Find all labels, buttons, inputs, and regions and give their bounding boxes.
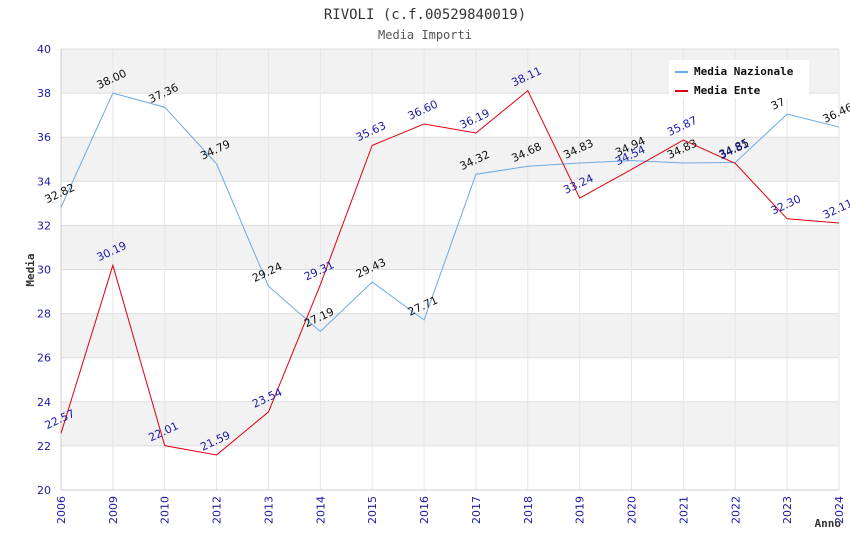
y-axis-ticks: 20 22 24 26 28 30 32 34 36 38 40 <box>37 43 51 497</box>
x-tick-label: 2012 <box>211 496 224 524</box>
legend-label-nazionale: Media Nazionale <box>694 65 794 78</box>
gridlines <box>60 48 840 491</box>
x-tick-label: 2017 <box>470 496 483 524</box>
grid-band <box>61 445 839 490</box>
y-tick-label: 36 <box>37 131 51 144</box>
chart-subtitle: Media Importi <box>378 28 472 42</box>
x-tick-label: 2016 <box>418 496 431 524</box>
grid-band <box>61 401 839 446</box>
x-tick-label: 2022 <box>729 496 742 524</box>
background-bands <box>61 49 839 490</box>
x-tick-label: 2023 <box>781 496 794 524</box>
y-tick-label: 30 <box>37 264 51 277</box>
legend: Media Nazionale Media Ente <box>669 60 809 98</box>
x-tick-label: 2014 <box>314 496 327 524</box>
y-tick-label: 32 <box>37 219 51 232</box>
x-tick-label: 2010 <box>159 496 172 524</box>
y-tick-label: 22 <box>37 440 51 453</box>
grid-band <box>61 181 839 226</box>
grid-band <box>61 93 839 138</box>
data-label-nazionale: 37 <box>769 95 787 113</box>
x-tick-label: 2020 <box>626 496 639 524</box>
chart-title: RIVOLI (c.f.00529840019) <box>324 7 526 23</box>
y-tick-label: 20 <box>37 484 51 497</box>
x-tick-label: 2013 <box>262 496 275 524</box>
legend-box <box>669 60 809 98</box>
y-tick-label: 34 <box>37 175 51 188</box>
y-tick-label: 40 <box>37 43 51 56</box>
y-tick-label: 26 <box>37 352 51 365</box>
x-tick-label: 2009 <box>107 496 120 524</box>
x-tick-label: 2015 <box>366 496 379 524</box>
y-tick-label: 28 <box>37 308 51 321</box>
x-tick-label: 2024 <box>833 496 846 524</box>
y-tick-label: 38 <box>37 87 51 100</box>
series-lines <box>60 89 840 456</box>
x-tick-label: 2006 <box>55 496 68 524</box>
grid-band <box>61 313 839 358</box>
series-line-nazionale <box>60 92 840 333</box>
series-line-ente <box>60 89 840 456</box>
grid-band <box>61 269 839 314</box>
grid-band <box>61 357 839 402</box>
legend-label-ente: Media Ente <box>694 84 761 97</box>
x-axis-label: Anno <box>815 517 842 530</box>
y-tick-label: 24 <box>37 396 51 409</box>
x-tick-label: 2021 <box>677 496 690 524</box>
grid-band <box>61 137 839 182</box>
x-axis-ticks: 2006 2009 2010 2012 2013 2014 2015 2016 2017 2018… <box>55 496 846 524</box>
x-tick-label: 2018 <box>522 496 535 524</box>
y-axis-label: Media <box>24 253 37 286</box>
x-tick-label: 2019 <box>574 496 587 524</box>
